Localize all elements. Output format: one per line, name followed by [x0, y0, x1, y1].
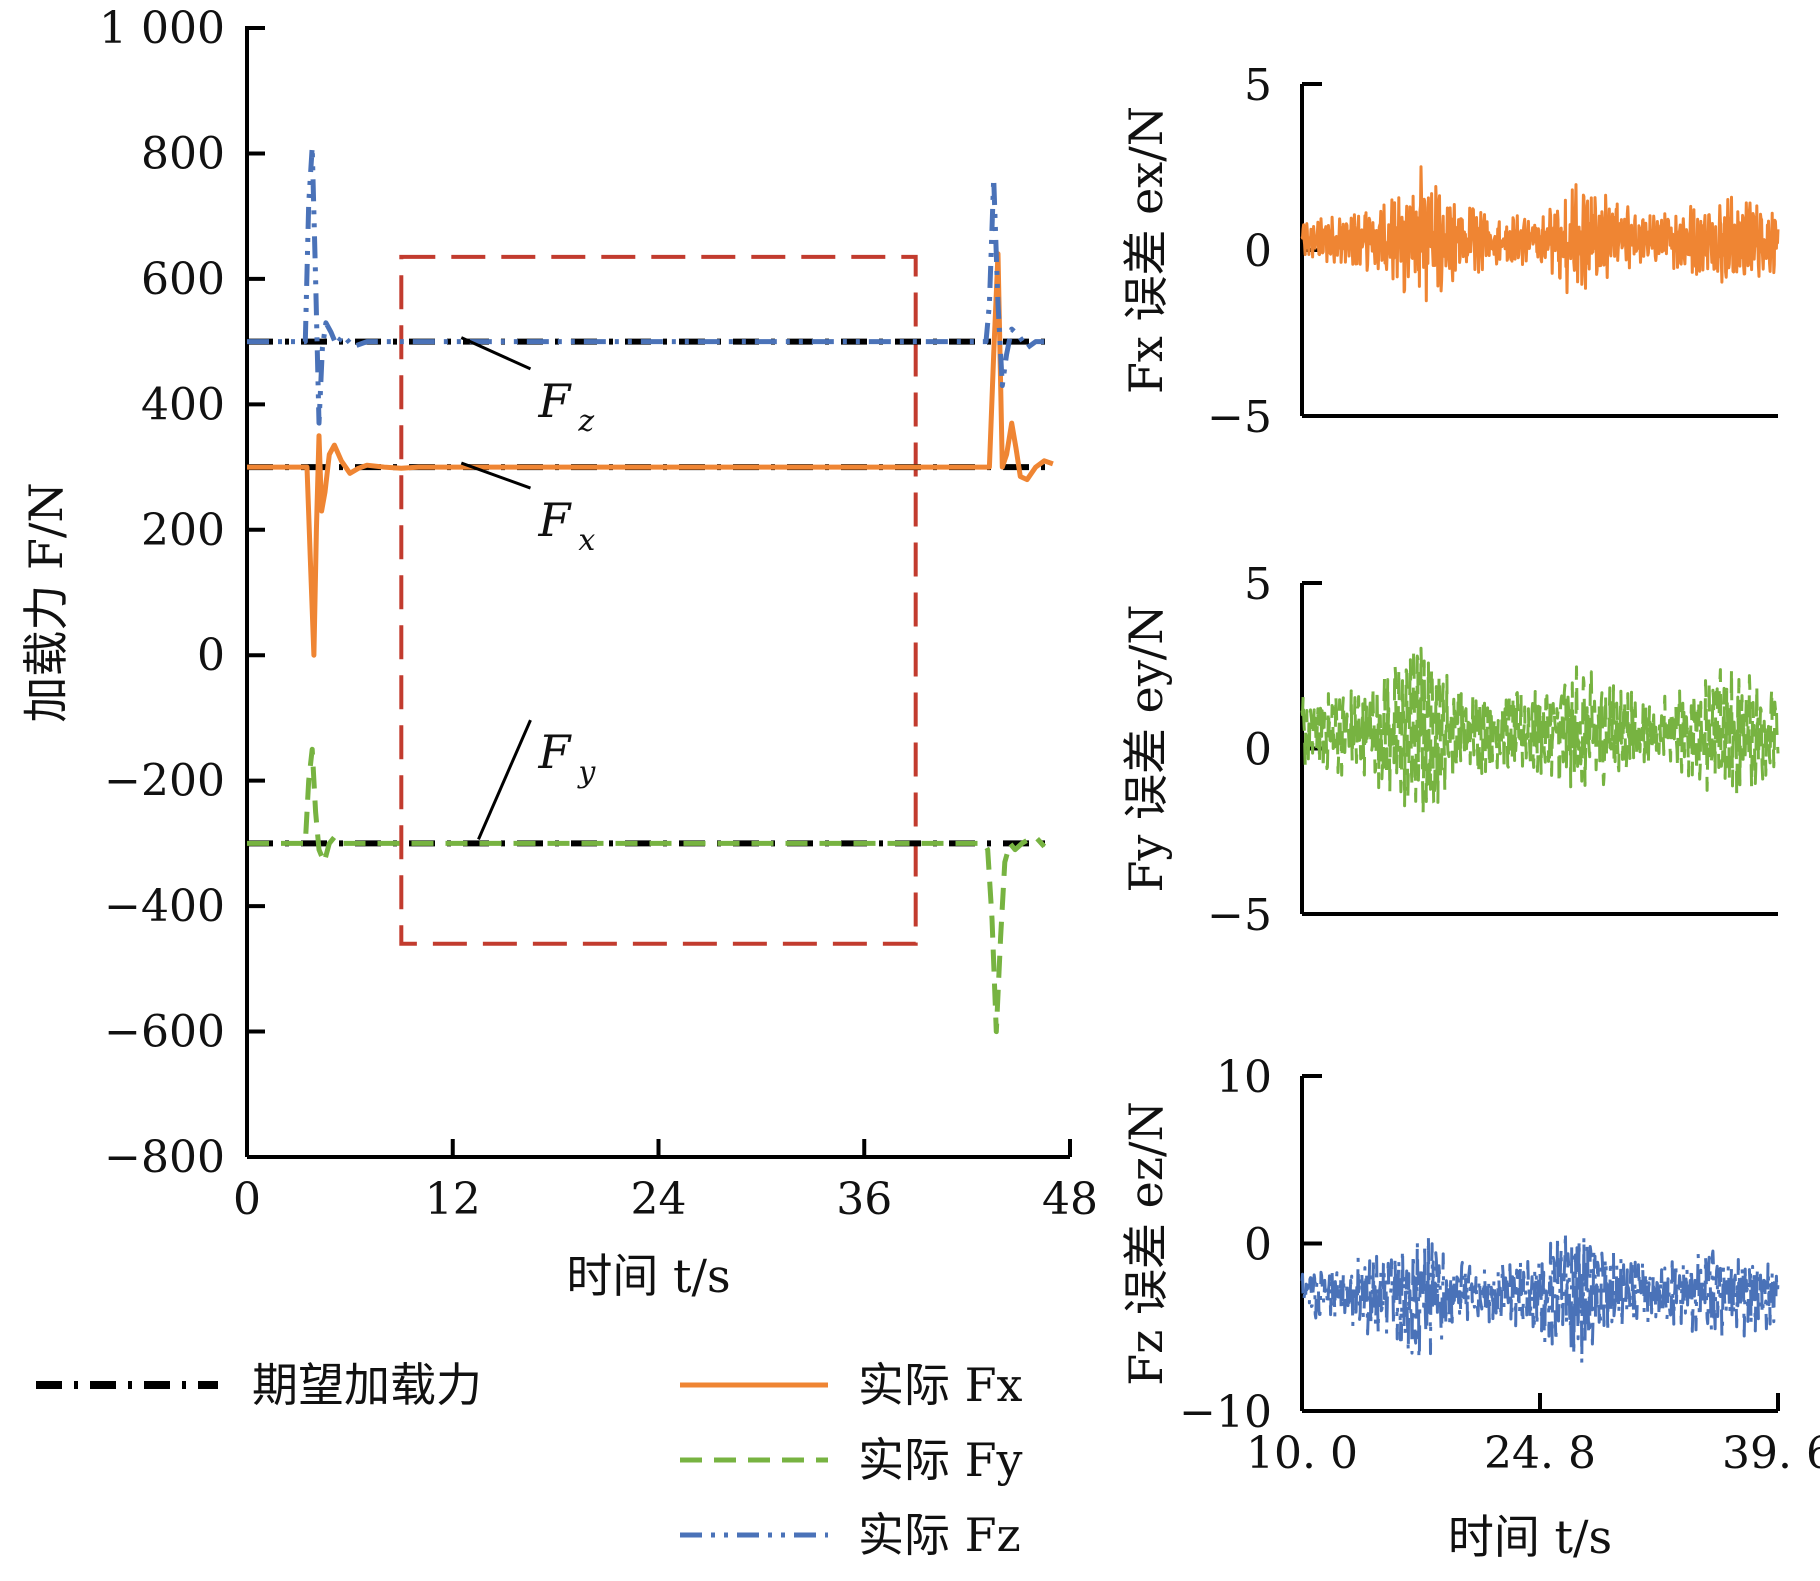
zoom-box	[399, 254, 918, 946]
error-series-line	[1300, 646, 1780, 816]
y-tick-label: 400	[141, 379, 225, 430]
series-line-3	[247, 144, 1045, 426]
panel-y-tick-label: 5	[1244, 60, 1272, 111]
annotation-leader	[460, 336, 532, 371]
x-tick-label: 48	[1042, 1174, 1098, 1225]
y-tick-label: 1 000	[99, 3, 225, 54]
x-tick-label: 24	[631, 1174, 687, 1225]
panel-y-tick-label: 10	[1216, 1052, 1272, 1103]
series-line-1	[247, 251, 1054, 658]
y-tick-label: 0	[197, 630, 225, 681]
legend: 期望加载力 实际 Fx 实际 Fy 实际 Fz	[36, 1358, 1023, 1562]
y-tick-label: −600	[104, 1007, 225, 1058]
annotation-leader	[460, 461, 531, 490]
y-axis-label: 加载力 F/N	[19, 482, 73, 722]
panel-x-tick-label: 24. 8	[1484, 1428, 1596, 1479]
panel-y-axis-label: Fy 误差 ey/N	[1119, 604, 1173, 892]
panel-y-axis-label: Fx 误差 ex/N	[1119, 106, 1173, 394]
error-panel-0: 5 0 −5 Fx 误差 ex/N	[1119, 60, 1780, 443]
legend-label: 期望加载力	[252, 1358, 482, 1412]
panel-x-axis-label: 时间 t/s	[1448, 1510, 1612, 1564]
panel-y-tick-label: −10	[1179, 1387, 1272, 1438]
error-panel-1: 5 0 −5 Fy 误差 ey/N	[1119, 559, 1780, 941]
panel-y-tick-label: 0	[1244, 1220, 1272, 1271]
y-tick-label: 600	[141, 254, 225, 305]
panel-x-tick-label: 10. 0	[1246, 1428, 1358, 1479]
x-axis-label: 时间 t/s	[566, 1249, 730, 1303]
legend-label: 实际 Fy	[858, 1433, 1023, 1487]
annotation-leader	[477, 719, 532, 840]
x-tick-label: 0	[233, 1174, 261, 1225]
panel-y-tick-label: 0	[1244, 725, 1272, 776]
series-line-2	[247, 746, 1047, 1035]
error-series-line	[1300, 1229, 1780, 1366]
legend-label: 实际 Fx	[858, 1358, 1023, 1412]
error-series-line	[1300, 165, 1780, 303]
panel-y-tick-label: −5	[1207, 392, 1272, 443]
panel-y-axis-label: Fz 误差 ez/N	[1119, 1101, 1173, 1386]
y-tick-label: −800	[104, 1132, 225, 1183]
y-tick-label: 200	[141, 505, 225, 556]
legend-label: 实际 Fz	[858, 1508, 1021, 1562]
x-tick-label: 12	[425, 1174, 481, 1225]
y-tick-label: −200	[104, 756, 225, 807]
y-tick-label: −400	[104, 881, 225, 932]
panel-y-tick-label: 5	[1244, 559, 1272, 610]
y-tick-label: 800	[141, 128, 225, 179]
x-tick-label: 36	[836, 1174, 892, 1225]
panel-y-tick-label: −5	[1207, 890, 1272, 941]
panel-x-tick-label: 39. 6	[1722, 1428, 1820, 1479]
panel-y-tick-label: 0	[1244, 226, 1272, 277]
